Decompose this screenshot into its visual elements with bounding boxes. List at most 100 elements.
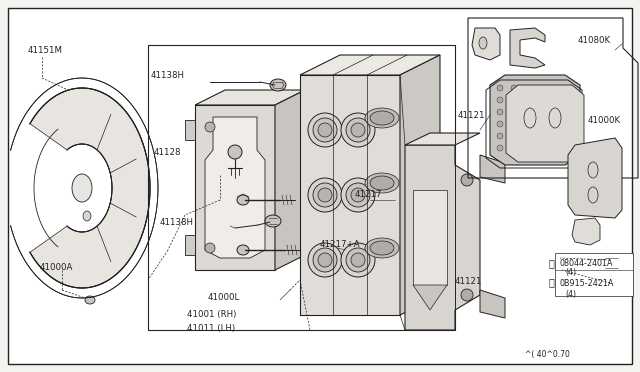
Ellipse shape (511, 97, 517, 103)
Polygon shape (300, 75, 400, 315)
Ellipse shape (525, 133, 531, 139)
Ellipse shape (318, 253, 332, 267)
Ellipse shape (205, 122, 215, 132)
Ellipse shape (539, 109, 545, 115)
Polygon shape (413, 190, 447, 285)
Text: 41151M: 41151M (28, 45, 63, 55)
Text: 41011 (LH): 41011 (LH) (187, 324, 235, 333)
Ellipse shape (511, 145, 517, 151)
Ellipse shape (346, 248, 370, 272)
Ellipse shape (553, 109, 559, 115)
Ellipse shape (313, 118, 337, 142)
Text: 41138H: 41138H (151, 71, 185, 80)
Polygon shape (568, 138, 622, 218)
Ellipse shape (553, 97, 559, 103)
Ellipse shape (351, 188, 365, 202)
Ellipse shape (525, 145, 531, 151)
Ellipse shape (461, 289, 473, 301)
Ellipse shape (539, 85, 545, 91)
Ellipse shape (539, 133, 545, 139)
Polygon shape (480, 290, 505, 318)
Ellipse shape (341, 113, 375, 147)
Ellipse shape (351, 253, 365, 267)
Ellipse shape (539, 121, 545, 127)
Text: 41138H: 41138H (160, 218, 194, 227)
Ellipse shape (511, 109, 517, 115)
Ellipse shape (365, 108, 399, 128)
Ellipse shape (511, 121, 517, 127)
Ellipse shape (479, 37, 487, 49)
Ellipse shape (553, 145, 559, 151)
Ellipse shape (318, 123, 332, 137)
Polygon shape (300, 55, 440, 75)
Polygon shape (205, 117, 265, 258)
Polygon shape (185, 120, 195, 140)
Ellipse shape (308, 178, 342, 212)
Ellipse shape (511, 133, 517, 139)
Text: 41001 (RH): 41001 (RH) (187, 311, 236, 320)
Ellipse shape (600, 278, 616, 292)
Ellipse shape (525, 97, 531, 103)
Ellipse shape (370, 241, 394, 255)
Polygon shape (572, 218, 600, 245)
Text: 08044-2401A: 08044-2401A (560, 259, 614, 267)
Ellipse shape (525, 85, 531, 91)
Polygon shape (275, 90, 305, 270)
Text: 41217+A: 41217+A (320, 240, 360, 248)
Text: 41000K: 41000K (588, 115, 621, 125)
Ellipse shape (85, 296, 95, 304)
Ellipse shape (553, 85, 559, 91)
Ellipse shape (567, 109, 573, 115)
Text: 0B915-2421A: 0B915-2421A (560, 279, 614, 289)
Text: Ⓑ: Ⓑ (549, 258, 555, 268)
Polygon shape (472, 28, 500, 60)
Polygon shape (195, 105, 275, 270)
Ellipse shape (604, 258, 616, 268)
Ellipse shape (567, 145, 573, 151)
Ellipse shape (567, 97, 573, 103)
Ellipse shape (370, 111, 394, 125)
Ellipse shape (539, 145, 545, 151)
Ellipse shape (553, 121, 559, 127)
Bar (555, 253, 633, 296)
Ellipse shape (604, 282, 612, 289)
Ellipse shape (567, 121, 573, 127)
Ellipse shape (497, 109, 503, 115)
Text: (4): (4) (565, 289, 576, 298)
Ellipse shape (318, 188, 332, 202)
Ellipse shape (237, 245, 249, 255)
Text: 41000A: 41000A (40, 263, 74, 273)
Text: 41217: 41217 (355, 189, 383, 199)
Ellipse shape (341, 178, 375, 212)
Ellipse shape (308, 113, 342, 147)
Ellipse shape (461, 174, 473, 186)
Ellipse shape (525, 109, 531, 115)
Ellipse shape (308, 243, 342, 277)
Ellipse shape (370, 176, 394, 190)
Ellipse shape (497, 85, 503, 91)
Ellipse shape (83, 211, 91, 221)
Polygon shape (400, 55, 440, 315)
Ellipse shape (205, 243, 215, 253)
Text: 41121: 41121 (455, 278, 483, 286)
Polygon shape (506, 85, 584, 162)
Polygon shape (510, 28, 545, 68)
Text: Ⓦ: Ⓦ (549, 277, 555, 287)
Ellipse shape (72, 174, 92, 202)
Text: (4): (4) (565, 269, 576, 278)
Ellipse shape (228, 145, 242, 159)
Ellipse shape (553, 133, 559, 139)
Ellipse shape (341, 243, 375, 277)
Ellipse shape (346, 183, 370, 207)
Ellipse shape (567, 85, 573, 91)
Ellipse shape (351, 123, 365, 137)
Ellipse shape (567, 133, 573, 139)
Text: ^( 40^0.70: ^( 40^0.70 (525, 350, 570, 359)
Text: 41121: 41121 (458, 110, 486, 119)
Ellipse shape (265, 215, 281, 227)
Ellipse shape (525, 121, 531, 127)
Ellipse shape (365, 238, 399, 258)
Ellipse shape (270, 79, 286, 91)
Polygon shape (480, 155, 505, 183)
Ellipse shape (497, 145, 503, 151)
